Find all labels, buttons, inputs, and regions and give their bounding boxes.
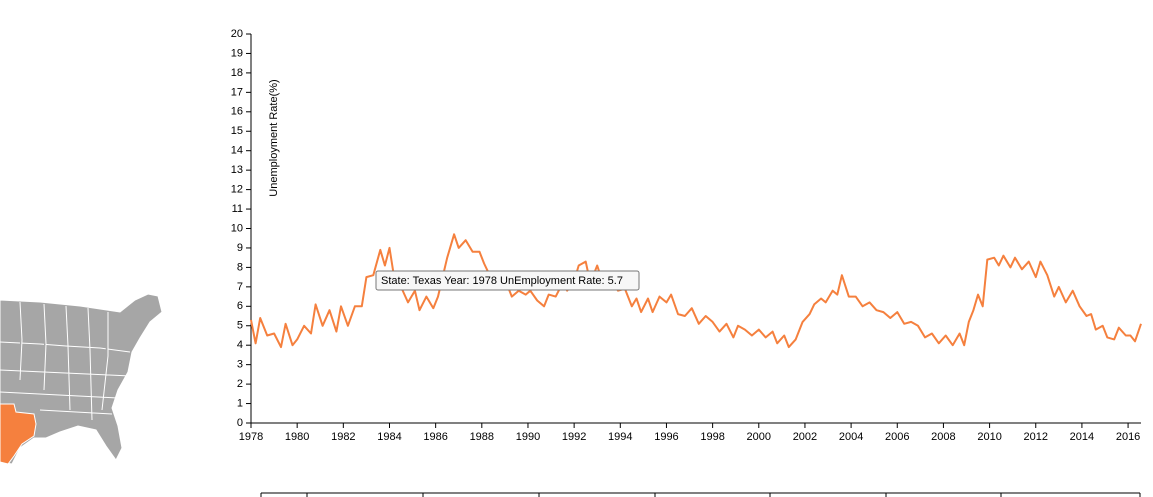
y-tick-label: 4 [237,339,243,351]
x-tick-label: 2004 [839,431,863,443]
x-tick-label: 2012 [1024,431,1048,443]
x-tick-label: 1998 [700,431,724,443]
y-tick-label: 13 [231,164,243,176]
y-tick-label: 17 [231,86,243,98]
y-tick-label: 14 [231,145,243,157]
y-tick-label: 3 [237,359,243,371]
y-axis-label: Unemployment Rate(%) [268,79,280,196]
x-tick-label: 2008 [931,431,955,443]
map-state-texas[interactable] [0,403,37,465]
x-tick-label: 2010 [977,431,1001,443]
x-tick-label: 1988 [470,431,494,443]
y-tick-label: 1 [237,397,243,409]
x-tick-label: 1986 [423,431,447,443]
x-tick-label: 2014 [1070,431,1094,443]
bottom-axis [260,492,1141,497]
x-tick-label: 1992 [562,431,586,443]
x-tick-label: 1990 [516,431,540,443]
x-tick-label: 1980 [285,431,309,443]
x-tick-label: 2016 [1116,431,1140,443]
map-state [0,293,163,465]
y-tick-label: 16 [231,106,243,118]
us-map [0,293,163,465]
x-tick-label: 1982 [331,431,355,443]
x-tick-label: 1994 [608,431,632,443]
y-tick-label: 19 [231,47,243,59]
y-tick-label: 11 [232,203,243,215]
tooltip: State: Texas Year: 1978 UnEmployment Rat… [375,270,640,291]
x-tick-label: 1978 [239,431,263,443]
y-tick-label: 18 [231,67,243,79]
map-state [0,301,131,421]
y-tick-label: 12 [231,184,243,196]
y-tick-label: 15 [231,125,243,137]
y-tick-label: 5 [237,320,243,332]
map-state [0,341,131,353]
y-tick-label: 0 [237,417,243,429]
data-line [250,233,1142,349]
x-tick-label: 1984 [377,431,401,443]
y-tick-label: 20 [231,28,243,40]
y-tick-label: 7 [237,281,243,293]
y-tick-label: 6 [237,300,243,312]
x-tick-label: 2000 [747,431,771,443]
y-tick-label: 10 [231,222,243,234]
x-tick-label: 2006 [885,431,909,443]
y-tick-label: 9 [237,242,243,254]
tooltip-box [375,270,640,291]
tooltip-text: State: Texas Year: 1978 UnEmployment Rat… [381,275,623,287]
y-tick-label: 2 [237,378,243,390]
y-tick-label: 8 [237,261,243,273]
x-tick-label: 2002 [793,431,817,443]
x-tick-label: 1996 [654,431,678,443]
